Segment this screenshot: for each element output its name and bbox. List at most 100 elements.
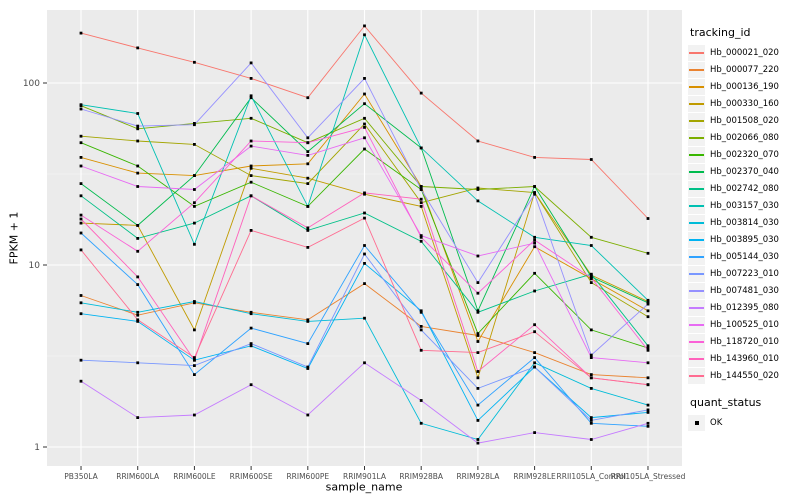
data-point: [249, 312, 253, 316]
legend-item-label: Hb_000330_160: [710, 98, 779, 109]
data-point: [193, 60, 196, 64]
data-point: [363, 361, 366, 365]
data-point: [249, 326, 253, 330]
data-point: [476, 139, 480, 143]
legend-item-Hb_003814_030: Hb_003814_030: [688, 214, 800, 231]
legend-key-swatch: [688, 214, 705, 231]
data-point: [419, 325, 423, 328]
legend-item-label: Hb_002370_040: [710, 166, 779, 177]
data-point: [589, 281, 593, 284]
data-point: [646, 315, 650, 319]
data-point: [363, 211, 366, 215]
data-point: [306, 413, 310, 417]
legend-item-label: Hb_005144_030: [710, 251, 779, 262]
data-point: [646, 376, 650, 380]
x-tick-label: RRIM600SE: [230, 472, 273, 481]
data-point: [419, 197, 423, 201]
data-point: [136, 416, 140, 419]
legend-key-line: [689, 170, 704, 173]
data-point: [249, 180, 253, 184]
data-point: [136, 237, 140, 240]
data-point: [419, 91, 423, 95]
data-point: [249, 174, 253, 177]
data-point: [476, 199, 480, 203]
data-point: [533, 431, 536, 434]
data-point: [533, 245, 536, 249]
legend-item-label: Hb_007481_030: [710, 285, 779, 296]
x-tick-label: RRIM901LA: [343, 472, 387, 481]
data-point: [646, 424, 650, 428]
data-point: [476, 403, 480, 407]
data-point: [363, 24, 366, 28]
data-point: [419, 421, 423, 425]
data-point: [249, 344, 253, 348]
data-point: [249, 94, 253, 98]
legend-item-label: Hb_118720_010: [710, 336, 779, 347]
legend-item-label: Hb_100525_010: [710, 319, 779, 330]
data-point: [476, 438, 480, 441]
data-point: [136, 275, 140, 279]
data-point: [589, 353, 593, 357]
data-point: [193, 174, 196, 177]
data-point: [79, 31, 83, 35]
x-axis-title: sample_name: [325, 480, 403, 494]
data-point: [476, 340, 480, 343]
data-point: [646, 348, 650, 352]
legend-item-label: Hb_000136_190: [710, 81, 779, 92]
data-point: [589, 387, 593, 390]
legend-item-label: Hb_143960_010: [710, 353, 779, 364]
legend-key-line: [689, 221, 704, 224]
x-tick-label: RRIM928LE: [513, 472, 556, 481]
data-point: [589, 416, 593, 419]
data-point: [79, 358, 83, 362]
data-point: [193, 201, 196, 205]
data-point: [646, 403, 650, 407]
data-point: [419, 309, 423, 313]
x-tick-label: RRIM928LA: [456, 472, 500, 481]
legend-key-line: [689, 85, 704, 88]
x-tick-label: RRII105LA_Control: [557, 472, 627, 481]
data-point: [79, 217, 83, 221]
legend-key-line: [689, 136, 704, 139]
data-point: [363, 102, 366, 106]
data-point: [79, 231, 83, 235]
data-point: [533, 365, 536, 369]
data-point: [306, 367, 310, 370]
data-point: [419, 399, 423, 402]
data-point: [79, 182, 83, 185]
legend-key-swatch: [688, 129, 705, 146]
data-point: [476, 291, 480, 295]
data-point: [193, 300, 196, 303]
data-point: [249, 166, 253, 170]
data-point: [476, 332, 480, 335]
legend-item-Hb_000330_160: Hb_000330_160: [688, 95, 800, 112]
data-point: [589, 438, 593, 441]
data-point: [79, 213, 83, 217]
legend-panel: tracking_id Hb_000021_020 Hb_000077_220 Hb…: [688, 26, 800, 431]
quant-status-legend: quant_status OK: [688, 396, 800, 431]
data-point: [363, 136, 366, 140]
data-point: [136, 224, 140, 227]
data-point: [419, 235, 423, 239]
data-point: [249, 229, 253, 232]
data-point: [363, 116, 366, 120]
data-point: [136, 185, 140, 188]
data-point: [363, 126, 366, 129]
legend-key-line: [689, 340, 704, 343]
data-point: [419, 185, 423, 188]
data-point: [419, 310, 423, 314]
legend-item-Hb_000077_220: Hb_000077_220: [688, 61, 800, 78]
legend-key-swatch: [688, 112, 705, 129]
data-point: [419, 201, 423, 205]
data-point: [306, 205, 310, 208]
data-point: [533, 289, 536, 293]
data-point: [589, 235, 593, 239]
data-point: [646, 411, 650, 414]
data-point: [249, 139, 253, 143]
data-point: [363, 147, 366, 151]
data-point: [79, 221, 83, 225]
data-point: [589, 356, 593, 359]
data-point: [249, 144, 253, 148]
data-point: [306, 96, 310, 100]
